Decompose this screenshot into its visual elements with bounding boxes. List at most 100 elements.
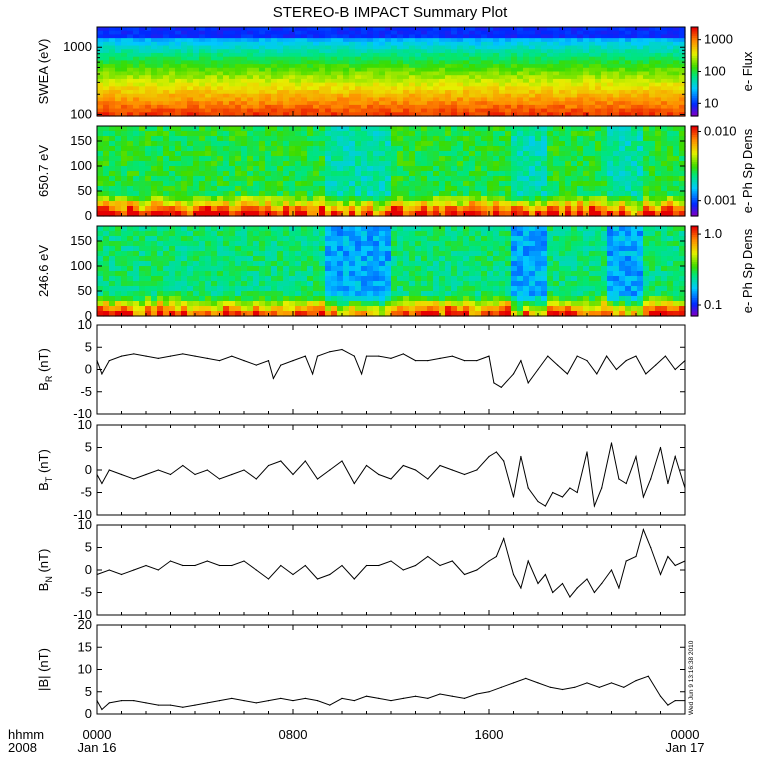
heatmap-cell	[139, 108, 146, 113]
heatmap-cell	[391, 131, 398, 137]
heatmap-cell	[253, 112, 260, 117]
heatmap-cell	[283, 101, 290, 106]
heatmap-cell	[571, 151, 578, 157]
heatmap-cell	[415, 201, 422, 207]
heatmap-cell	[565, 45, 572, 50]
heatmap-cell	[529, 131, 536, 137]
heatmap-cell	[637, 41, 644, 47]
heatmap-cell	[649, 64, 656, 69]
heatmap-cell	[559, 78, 566, 84]
heatmap-cell	[199, 78, 206, 84]
heatmap-cell	[529, 186, 536, 192]
heatmap-cell	[403, 27, 410, 32]
heatmap-cell	[103, 86, 110, 91]
heatmap-cell	[331, 49, 338, 54]
heatmap-cell	[253, 104, 260, 110]
heatmap-cell	[613, 131, 620, 137]
heatmap-cell	[649, 38, 656, 43]
heatmap-cell	[151, 276, 158, 282]
heatmap-cell	[325, 186, 332, 192]
heatmap-cell	[133, 251, 140, 257]
heatmap-cell	[211, 82, 218, 87]
heatmap-cell	[493, 166, 500, 172]
heatmap-cell	[307, 41, 314, 47]
heatmap-cell	[217, 296, 224, 302]
heatmap-cell	[493, 161, 500, 167]
heatmap-cell	[343, 201, 350, 207]
heatmap-cell	[361, 45, 368, 50]
heatmap-cell	[289, 266, 296, 272]
colorbar-cell	[691, 137, 698, 141]
heatmap-cell	[247, 231, 254, 237]
colorbar-cell	[691, 62, 698, 66]
heatmap-cell	[613, 71, 620, 76]
heatmap-cell	[289, 101, 296, 106]
heatmap-cell	[409, 101, 416, 106]
heatmap-cell	[265, 261, 272, 267]
heatmap-cell	[325, 30, 332, 36]
colorbar-cell	[691, 64, 698, 68]
heatmap-cell	[607, 201, 614, 207]
heatmap-cell	[283, 236, 290, 242]
heatmap-cell	[403, 161, 410, 167]
heatmap-cell	[301, 206, 308, 212]
heatmap-cell	[595, 131, 602, 137]
heatmap-cell	[217, 104, 224, 110]
heatmap-cell	[571, 49, 578, 54]
heatmap-cell	[613, 27, 620, 32]
heatmap-cell	[577, 82, 584, 87]
heatmap-cell	[631, 82, 638, 87]
heatmap-cell	[643, 191, 650, 197]
heatmap-cell	[193, 78, 200, 84]
heatmap-cell	[553, 78, 560, 84]
heatmap-cell	[427, 156, 434, 162]
heatmap-cell	[469, 67, 476, 73]
heatmap-cell	[337, 131, 344, 137]
heatmap-cell	[343, 38, 350, 43]
heatmap-cell	[655, 75, 662, 80]
heatmap-cell	[151, 306, 158, 312]
heatmap-cell	[451, 49, 458, 54]
heatmap-cell	[265, 236, 272, 242]
heatmap-cell	[127, 231, 134, 237]
heatmap-cell	[169, 151, 176, 157]
heatmap-cell	[133, 41, 140, 47]
heatmap-cell	[187, 156, 194, 162]
heatmap-cell	[373, 206, 380, 212]
heatmap-cell	[133, 276, 140, 282]
heatmap-cell	[409, 161, 416, 167]
heatmap-cell	[415, 161, 422, 167]
heatmap-cell	[331, 38, 338, 43]
heatmap-cell	[139, 291, 146, 297]
heatmap-cell	[493, 196, 500, 202]
heatmap-cell	[235, 191, 242, 197]
heatmap-cell	[415, 206, 422, 212]
heatmap-cell	[247, 97, 254, 102]
heatmap-cell	[157, 71, 164, 76]
heatmap-cell	[169, 67, 176, 73]
heatmap-cell	[121, 226, 128, 232]
heatmap-cell	[433, 211, 440, 217]
heatmap-cell	[643, 97, 650, 102]
heatmap-cell	[289, 90, 296, 95]
heatmap-cell	[223, 34, 230, 39]
heatmap-cell	[379, 64, 386, 69]
heatmap-cell	[163, 236, 170, 242]
heatmap-cell	[199, 108, 206, 113]
heatmap-cell	[325, 41, 332, 47]
heatmap-cell	[499, 201, 506, 207]
heatmap-cell	[229, 281, 236, 287]
heatmap-cell	[223, 211, 230, 217]
heatmap-cell	[433, 136, 440, 142]
heatmap-cell	[385, 211, 392, 217]
heatmap-cell	[505, 56, 512, 61]
heatmap-cell	[427, 38, 434, 43]
heatmap-cell	[583, 186, 590, 192]
heatmap-cell	[505, 191, 512, 197]
heatmap-cell	[175, 67, 182, 73]
heatmap-cell	[223, 161, 230, 167]
colorbar-cell	[691, 186, 698, 190]
heatmap-cell	[271, 161, 278, 167]
heatmap-cell	[547, 67, 554, 73]
heatmap-cell	[421, 141, 428, 147]
